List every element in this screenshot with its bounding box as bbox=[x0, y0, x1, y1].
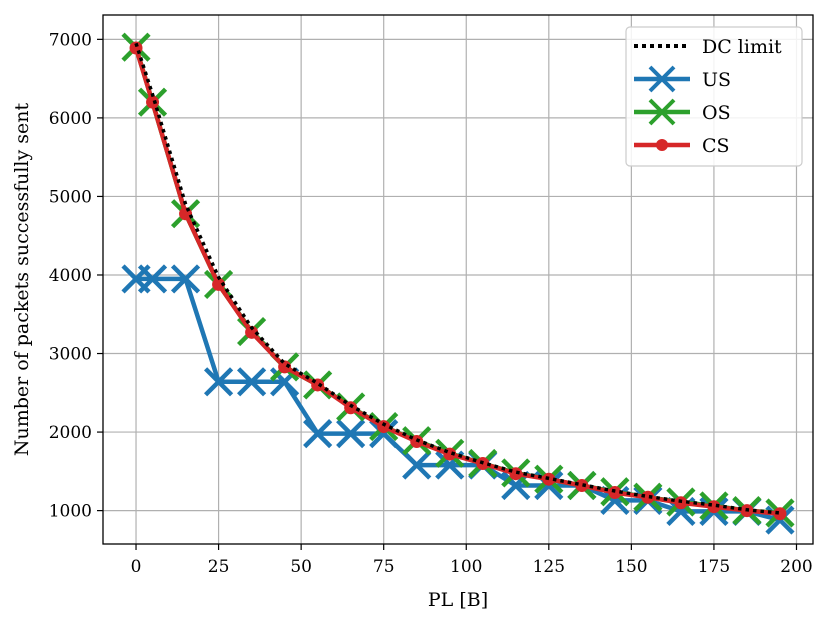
ticks-layer: 0 25 50 75 100 125 150 175 200 1000 2000 3000 4000 50… bbox=[49, 30, 813, 577]
legend-label: US bbox=[702, 69, 731, 91]
x-tick-label: 100 bbox=[450, 557, 482, 577]
legend-label: OS bbox=[702, 102, 731, 124]
data-point-us bbox=[203, 367, 234, 397]
x-tick-label: 150 bbox=[615, 557, 647, 577]
data-point-cs bbox=[773, 507, 787, 521]
grid-lines bbox=[103, 15, 813, 544]
data-point-cs bbox=[146, 95, 160, 109]
data-point-us bbox=[170, 264, 201, 294]
y-tick-label: 2000 bbox=[49, 423, 92, 443]
x-tick-label: 25 bbox=[208, 557, 230, 577]
legend-item-cs: CS bbox=[634, 135, 730, 157]
data-point-us bbox=[303, 419, 333, 449]
series-line-us bbox=[136, 276, 781, 523]
legend-label: DC limit bbox=[702, 36, 782, 58]
y-axis-label: Number of packets successfully sent bbox=[11, 102, 33, 456]
data-point-cs bbox=[509, 467, 523, 481]
x-tick-label: 200 bbox=[780, 557, 812, 577]
legend-box bbox=[625, 26, 803, 167]
x-tick-label: 125 bbox=[533, 557, 565, 577]
series-layer bbox=[121, 32, 795, 535]
data-point-us bbox=[336, 419, 366, 449]
series-cs bbox=[129, 41, 787, 521]
data-point-cs bbox=[344, 401, 358, 415]
legend-label: CS bbox=[702, 135, 730, 157]
legend: DC limit US OS CS bbox=[625, 26, 803, 167]
data-point-us bbox=[137, 264, 168, 294]
y-tick-label: 1000 bbox=[49, 502, 92, 522]
y-tick-label: 3000 bbox=[49, 345, 92, 365]
x-axis-label: PL [B] bbox=[428, 589, 488, 611]
y-tick-label: 5000 bbox=[49, 187, 92, 207]
legend-marker bbox=[648, 65, 676, 93]
x-tick-label: 75 bbox=[373, 557, 395, 577]
data-point-us bbox=[369, 419, 399, 449]
legend-marker bbox=[648, 98, 676, 126]
x-tick-label: 50 bbox=[290, 557, 312, 577]
legend-item-us: US bbox=[634, 65, 731, 93]
y-tick-label: 6000 bbox=[49, 109, 92, 129]
x-tick-label: 0 bbox=[131, 557, 142, 577]
legend-item-os: OS bbox=[634, 98, 731, 126]
legend-marker bbox=[656, 139, 668, 151]
plot-frame bbox=[102, 14, 814, 545]
legend-item-dc-limit: DC limit bbox=[634, 36, 782, 58]
data-point-us bbox=[402, 450, 432, 480]
data-point-us bbox=[237, 367, 267, 397]
y-tick-label: 7000 bbox=[49, 30, 92, 50]
y-tick-label: 4000 bbox=[49, 266, 92, 286]
x-tick-label: 175 bbox=[698, 557, 730, 577]
